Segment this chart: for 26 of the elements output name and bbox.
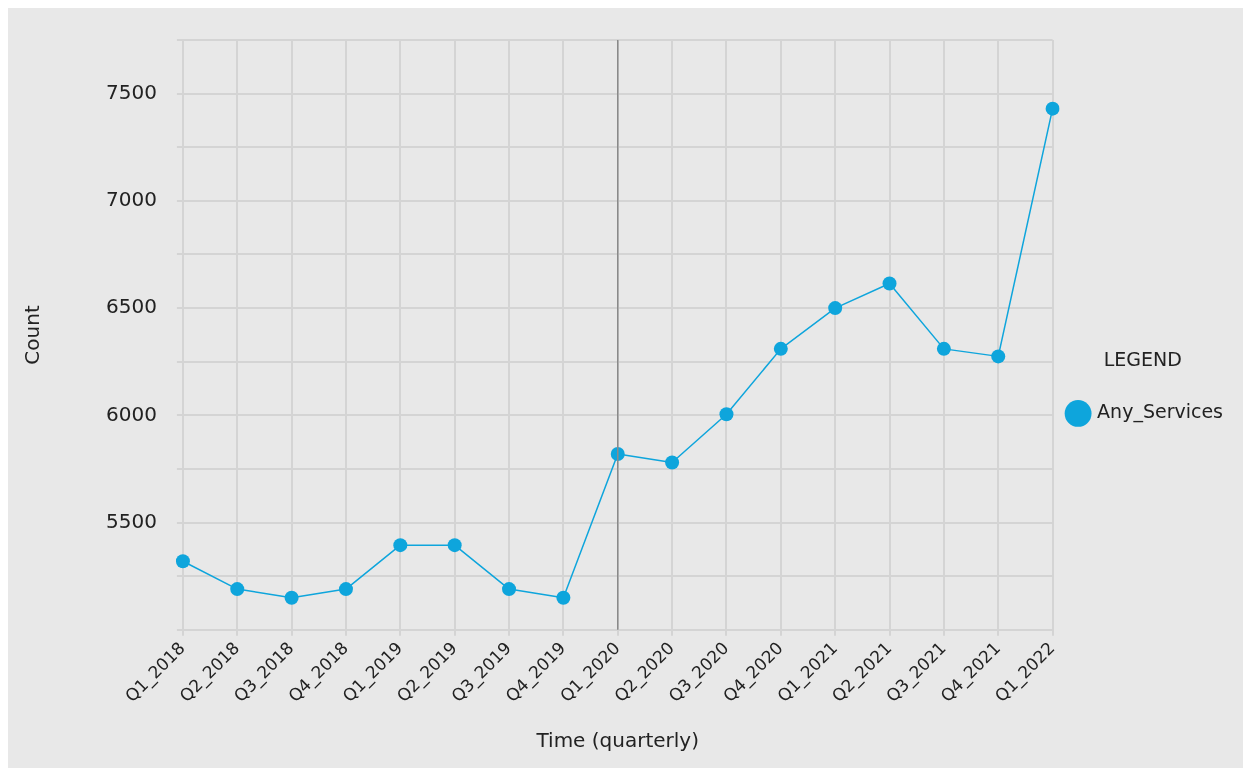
point bbox=[284, 590, 299, 605]
legend-title: LEGEND bbox=[1103, 347, 1182, 370]
point bbox=[991, 349, 1006, 364]
y-tick-label: 6000 bbox=[105, 401, 157, 426]
point bbox=[447, 538, 462, 553]
point bbox=[773, 341, 788, 356]
legend-label: Any_Services bbox=[1097, 400, 1223, 424]
y-tick-label: 5500 bbox=[105, 508, 157, 533]
y-tick-label: 7000 bbox=[105, 187, 157, 212]
point bbox=[610, 446, 625, 461]
y-tick-label: 7500 bbox=[105, 79, 157, 104]
point bbox=[230, 582, 245, 597]
point bbox=[175, 554, 190, 569]
point bbox=[338, 582, 353, 597]
point bbox=[828, 301, 843, 316]
point bbox=[502, 582, 517, 597]
point bbox=[393, 538, 408, 553]
x-axis-title: Time (quarterly) bbox=[535, 728, 700, 753]
point bbox=[882, 276, 897, 291]
point bbox=[936, 341, 951, 356]
point bbox=[1045, 101, 1060, 116]
point bbox=[719, 407, 734, 422]
y-tick-label: 6500 bbox=[105, 294, 157, 319]
point bbox=[665, 455, 680, 470]
point bbox=[556, 590, 571, 605]
y-axis-title: Count bbox=[20, 305, 45, 365]
